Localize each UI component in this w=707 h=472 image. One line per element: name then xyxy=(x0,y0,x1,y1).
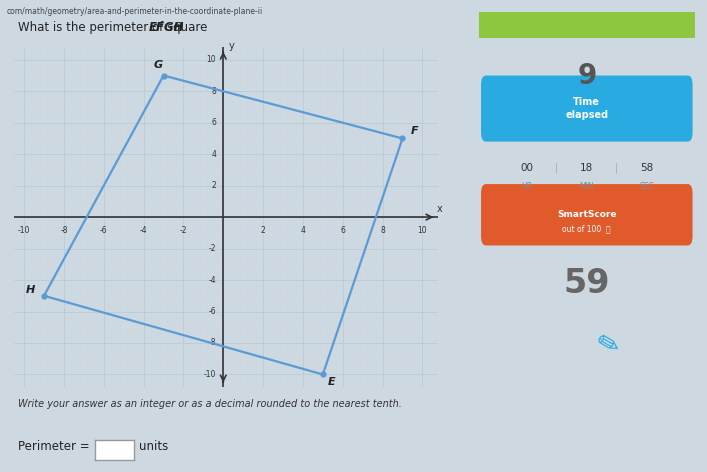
Text: -4: -4 xyxy=(140,226,147,235)
Text: What is the perimeter of square: What is the perimeter of square xyxy=(18,21,211,34)
Text: G: G xyxy=(153,59,163,70)
Text: -10: -10 xyxy=(204,370,216,379)
Text: Perimeter =: Perimeter = xyxy=(18,439,89,453)
Text: -10: -10 xyxy=(18,226,30,235)
Text: -6: -6 xyxy=(100,226,107,235)
Text: 58: 58 xyxy=(641,162,653,173)
Text: 00: 00 xyxy=(520,162,533,173)
Text: H: H xyxy=(26,285,35,295)
Text: ✏: ✏ xyxy=(589,327,623,362)
Text: out of 100  ⓘ: out of 100 ⓘ xyxy=(563,224,611,234)
Text: |: | xyxy=(555,162,559,173)
Text: 4: 4 xyxy=(211,150,216,159)
Text: 8: 8 xyxy=(380,226,385,235)
Text: y: y xyxy=(228,42,234,51)
Text: 2: 2 xyxy=(261,226,265,235)
Text: -8: -8 xyxy=(209,338,216,347)
Text: -6: -6 xyxy=(209,307,216,316)
Text: 59: 59 xyxy=(563,267,610,300)
Text: Write your answer as an integer or as a decimal rounded to the nearest tenth.: Write your answer as an integer or as a … xyxy=(18,399,402,409)
Text: SmartScore: SmartScore xyxy=(557,210,617,219)
Text: 6: 6 xyxy=(211,118,216,127)
Text: -4: -4 xyxy=(209,276,216,285)
Text: 2: 2 xyxy=(211,181,216,190)
Text: units: units xyxy=(139,439,168,453)
Text: 4: 4 xyxy=(300,226,305,235)
Text: -8: -8 xyxy=(60,226,68,235)
Text: 18: 18 xyxy=(580,162,593,173)
Text: com/math/geometry/area-and-perimeter-in-the-coordinate-plane-ii: com/math/geometry/area-and-perimeter-in-… xyxy=(7,7,263,16)
Text: 10: 10 xyxy=(418,226,427,235)
Text: -2: -2 xyxy=(209,244,216,253)
Bar xyxy=(479,12,695,38)
Text: HR: HR xyxy=(521,182,532,191)
Text: ?: ? xyxy=(175,21,182,34)
Text: Time
elapsed: Time elapsed xyxy=(566,97,608,120)
Text: MIN: MIN xyxy=(580,182,594,191)
Text: SEC: SEC xyxy=(640,182,654,191)
Text: -2: -2 xyxy=(180,226,187,235)
Text: F: F xyxy=(411,126,418,136)
Text: |: | xyxy=(615,162,619,173)
Text: 10: 10 xyxy=(206,55,216,64)
Text: 8: 8 xyxy=(211,87,216,96)
Text: 9: 9 xyxy=(577,61,597,90)
FancyBboxPatch shape xyxy=(481,76,693,142)
FancyBboxPatch shape xyxy=(481,184,693,245)
Text: x: x xyxy=(436,204,442,214)
Text: E: E xyxy=(328,378,335,388)
Text: 6: 6 xyxy=(340,226,345,235)
Text: EFGH: EFGH xyxy=(148,21,184,34)
